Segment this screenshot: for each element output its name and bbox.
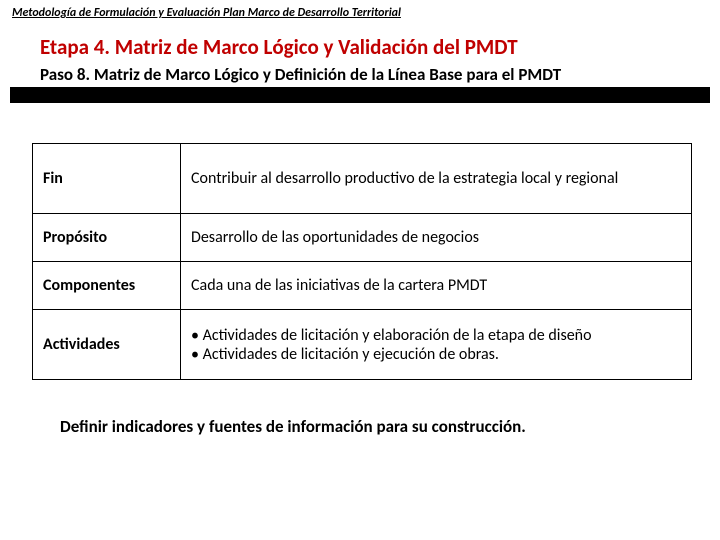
row-content-componentes: Cada una de las iniciativas de la carter… (181, 262, 692, 310)
bullet-item: • Actividades de licitación y ejecución … (191, 345, 681, 364)
row-label-fin: Fin (33, 144, 181, 214)
row-label-componentes: Componentes (33, 262, 181, 310)
bullet-text: Actividades de licitación y elaboración … (203, 326, 592, 345)
bullet-item: • Actividades de licitación y elaboració… (191, 326, 681, 345)
divider-bar (10, 87, 710, 103)
table-row: Actividades • Actividades de licitación … (33, 310, 692, 380)
logical-framework-matrix: Fin Contribuir al desarrollo productivo … (32, 143, 692, 380)
stage-title: Etapa 4. Matriz de Marco Lógico y Valida… (10, 34, 710, 60)
bullet-text: Actividades de licitación y ejecución de… (203, 345, 499, 364)
row-content-actividades: • Actividades de licitación y elaboració… (181, 310, 692, 380)
table-row: Fin Contribuir al desarrollo productivo … (33, 144, 692, 214)
table-row: Propósito Desarrollo de las oportunidade… (33, 214, 692, 262)
table-row: Componentes Cada una de las iniciativas … (33, 262, 692, 310)
step-subtitle: Paso 8. Matriz de Marco Lógico y Definic… (10, 64, 710, 85)
document-header: Metodología de Formulación y Evaluación … (10, 6, 710, 20)
row-label-proposito: Propósito (33, 214, 181, 262)
row-content-fin: Contribuir al desarrollo productivo de l… (181, 144, 692, 214)
slide-page: Metodología de Formulación y Evaluación … (0, 0, 720, 540)
footer-note: Definir indicadores y fuentes de informa… (10, 416, 710, 437)
row-content-proposito: Desarrollo de las oportunidades de negoc… (181, 214, 692, 262)
row-label-actividades: Actividades (33, 310, 181, 380)
